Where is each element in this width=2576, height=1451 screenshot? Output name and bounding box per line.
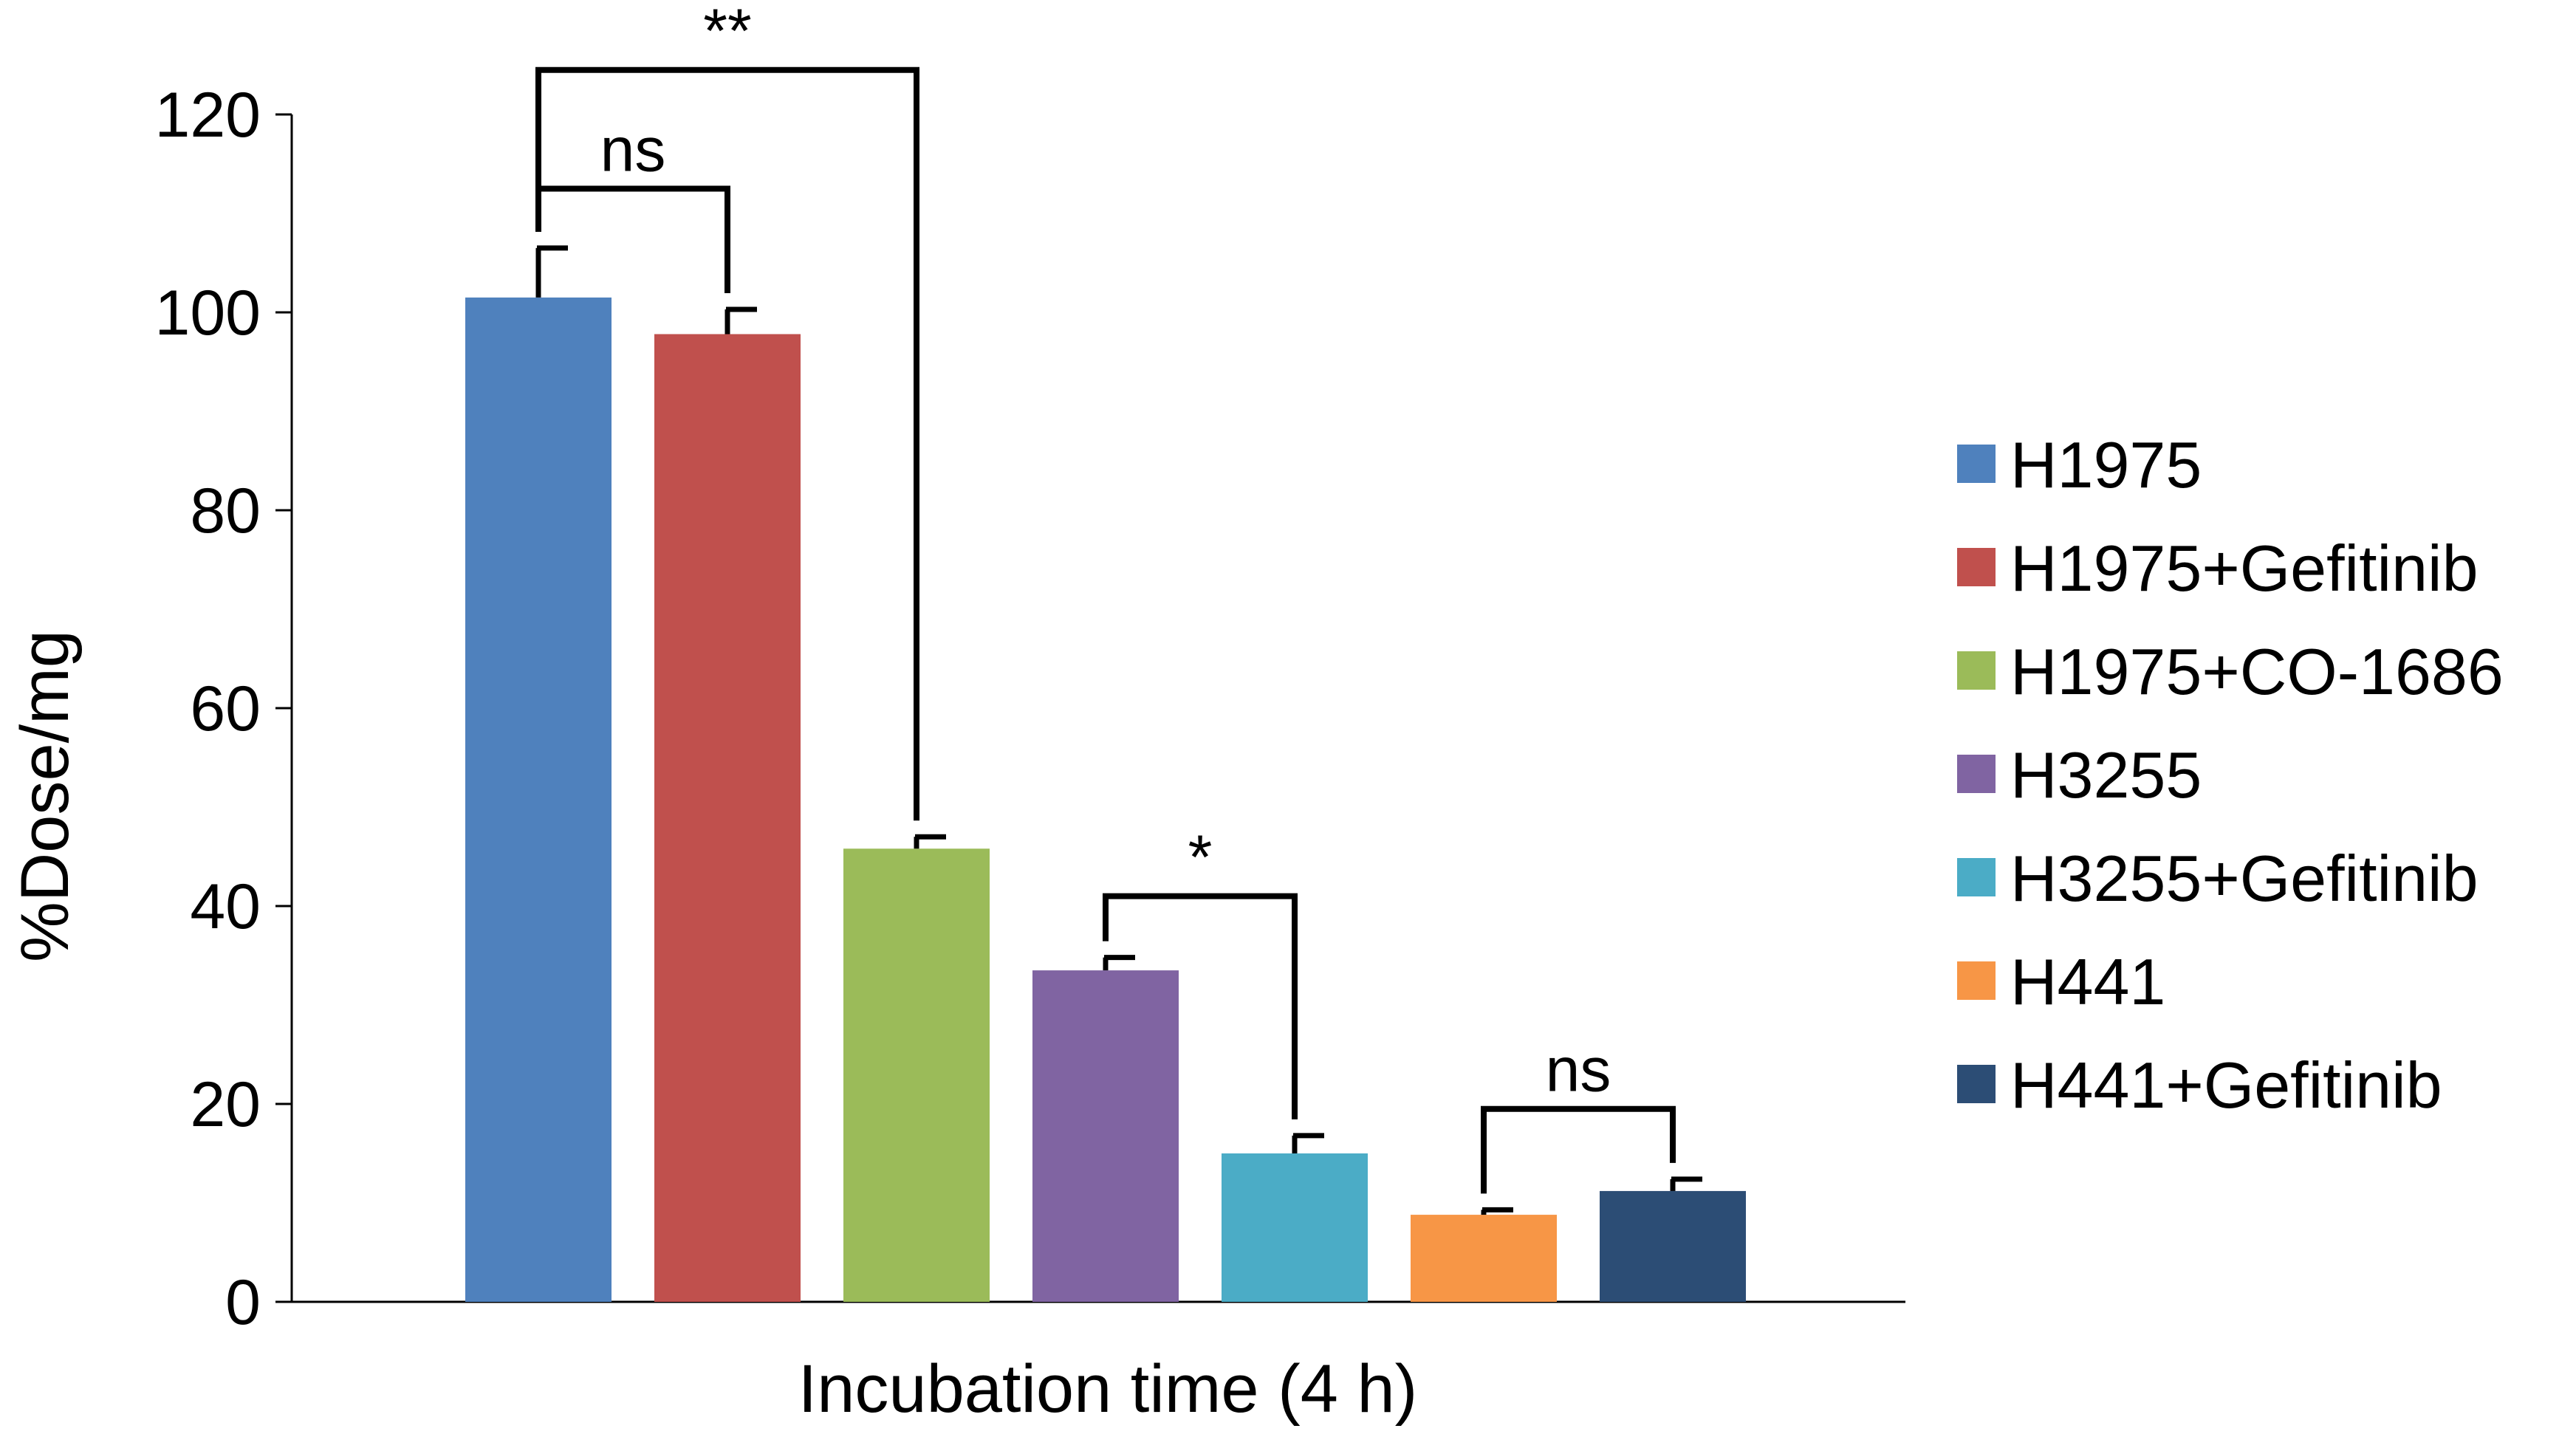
y-axis-title: %Dose/mg [7,630,83,962]
y-tick-label: 40 [190,871,261,942]
legend-swatch [1957,858,1996,896]
bar [654,334,801,1303]
bars [465,297,1746,1303]
y-tick-label: 0 [225,1267,261,1338]
error-bars [535,245,1702,1215]
y-tick-label: 20 [190,1069,261,1140]
bar [465,297,612,1302]
bar [1600,1190,1746,1302]
legend: H1975 H1975+Gefitinib H1975+CO-1686 H3255 H3… [1957,428,2504,1122]
significance-brackets: ** ns * ns [535,0,1676,1194]
legend-swatch [1957,1065,1996,1103]
y-tick-label: 80 [190,476,261,546]
y-tick-label: 120 [155,80,261,151]
legend-label: H1975+Gefitinib [2010,532,2479,605]
x-axis-title: Incubation time (4 h) [798,1351,1418,1427]
significance-label: ns [600,115,666,185]
significance-bracket [535,185,730,293]
significance-label: ** [703,0,751,66]
significance-label: * [1188,823,1213,892]
legend-swatch [1957,445,1996,483]
legend-label: H3255 [2010,738,2202,812]
significance-bracket [1103,893,1298,1119]
legend-label: H3255+Gefitinib [2010,842,2479,915]
legend-label: H1975 [2010,428,2202,501]
legend-swatch [1957,548,1996,586]
legend-swatch [1957,961,1996,1000]
legend-label: H441 [2010,945,2165,1018]
significance-bracket [535,66,919,821]
bar [1222,1153,1368,1302]
axes: 0 20 40 60 80 100 120 [155,80,1905,1338]
legend-swatch [1957,755,1996,793]
legend-label: H441+Gefitinib [2010,1049,2442,1122]
significance-label: ns [1546,1035,1611,1105]
y-tick-label: 60 [190,673,261,744]
legend-label: H1975+CO-1686 [2010,635,2504,708]
significance-bracket [1481,1105,1676,1194]
bar [1411,1215,1557,1302]
legend-swatch [1957,651,1996,690]
y-tick-label: 100 [155,278,261,349]
bar [1032,970,1179,1302]
bar [843,848,990,1302]
